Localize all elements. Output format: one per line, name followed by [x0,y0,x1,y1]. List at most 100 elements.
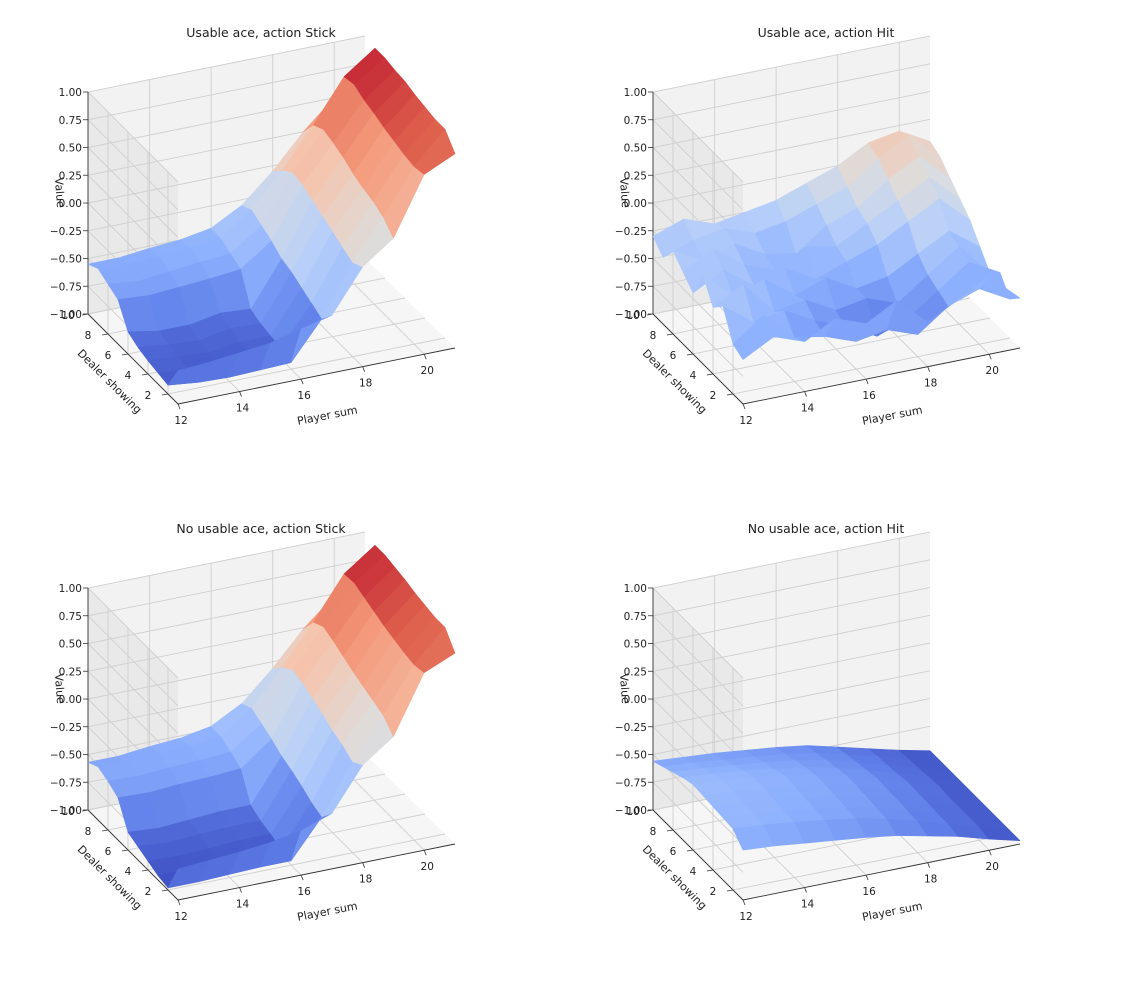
surface [652,745,1021,851]
y-tick-label: 2 [145,886,152,898]
y-axis-line [87,809,179,901]
y-tick-mark [666,333,674,336]
z-tick-label: −0.75 [615,281,647,293]
z-tick-label: 0.25 [59,170,82,182]
x-axis-line [742,843,1021,901]
x-tick-label: 18 [924,378,937,390]
surface-plot-no-usable-ace-stick: No usable ace, action Stick 12 14 16 18 20 2 4 6… [50,521,456,924]
x-axis-line [177,347,456,405]
y-tick-mark [706,869,714,872]
surface-plot-usable-ace-stick: Usable ace, action Stick 12 14 16 18 20 2 4 6 8 10… [50,25,456,428]
y-tick-label: 6 [670,846,677,858]
x-tick-mark [300,378,304,385]
z-tick-label: −0.50 [50,254,82,266]
z-tick-label: 0.25 [59,666,82,678]
y-tick-label: 10 [61,806,74,818]
x-tick-label: 16 [297,886,311,898]
x-tick-label: 12 [739,415,752,427]
z-tick-label: 0.75 [624,611,647,623]
z-tick-label: 0.25 [624,170,647,182]
surface-plot-no-usable-ace-hit: No usable ace, action Hit121416182024681… [615,521,1021,924]
z-tick-label: 0.50 [59,143,82,155]
z-tick-label: −0.75 [50,777,82,789]
surface [87,544,456,889]
z-tick-label: −0.50 [50,750,82,762]
x-tick-mark [742,899,746,906]
z-tick-label: −0.25 [615,722,647,734]
y-tick-label: 2 [710,390,717,402]
y-tick-mark [706,373,714,376]
z-tick-label: −1.00 [615,309,647,321]
y-tick-mark [666,829,674,832]
y-tick-label: 8 [85,330,92,342]
x-axis-label: Player sum [296,403,359,427]
x-tick-mark [423,354,427,360]
x-tick-mark [177,899,181,906]
surface-patch [413,129,456,175]
x-tick-label: 20 [421,365,434,377]
y-tick-label: 4 [690,370,697,382]
z-tick-label: −0.50 [615,750,647,762]
x-tick-mark [988,354,992,360]
chart-title: Usable ace, action Stick [186,25,336,40]
y-tick-label: 2 [145,390,152,402]
x-tick-label: 20 [986,861,999,873]
z-tick-label: 0.00 [624,198,647,210]
x-tick-label: 20 [986,365,999,377]
y-tick-label: 4 [125,370,132,382]
y-tick-mark [726,393,734,396]
y-tick-label: 10 [61,310,74,322]
x-tick-mark [239,887,242,893]
y-tick-label: 8 [85,826,92,838]
z-tick-label: 0.00 [59,694,82,706]
x-axis-label: Player sum [861,899,924,923]
z-tick-label: 0.75 [59,115,82,127]
z-tick-label: 0.50 [624,639,647,651]
y-tick-mark [726,889,734,892]
y-axis-line [652,313,744,405]
y-tick-mark [101,829,109,832]
z-tick-label: −1.00 [615,805,647,817]
x-tick-label: 18 [359,874,372,886]
y-tick-label: 10 [626,806,639,818]
x-tick-mark [362,366,366,372]
x-tick-mark [300,874,304,881]
y-tick-label: 2 [710,886,717,898]
y-tick-label: 6 [670,350,677,362]
y-tick-mark [101,333,109,336]
y-tick-label: 10 [626,310,639,322]
y-tick-mark [121,353,129,356]
y-tick-mark [686,353,694,356]
x-tick-mark [927,862,931,868]
x-tick-mark [423,850,427,856]
z-tick-label: −0.75 [615,777,647,789]
x-axis-line [742,347,1021,405]
x-axis-label: Player sum [296,899,359,923]
y-tick-label: 8 [650,330,657,342]
y-axis-line [652,809,744,901]
x-tick-mark [865,874,869,881]
x-tick-label: 16 [862,886,876,898]
x-tick-label: 18 [924,874,937,886]
z-tick-label: −1.00 [50,309,82,321]
x-tick-mark [239,391,242,397]
chart-title: Usable ace, action Hit [758,25,895,40]
z-tick-label: −0.75 [50,281,82,293]
x-tick-label: 14 [236,899,250,911]
x-tick-mark [804,391,807,397]
y-tick-mark [141,869,149,872]
y-axis-line [87,313,179,405]
y-tick-label: 6 [105,846,112,858]
z-tick-label: 0.75 [59,611,82,623]
y-tick-mark [161,393,169,396]
z-tick-label: 0.50 [59,639,82,651]
chart-title: No usable ace, action Hit [748,521,905,536]
x-tick-mark [362,862,366,868]
z-tick-label: −0.25 [615,226,647,238]
z-tick-label: 1.00 [624,87,647,99]
x-axis-line [177,843,456,901]
x-tick-label: 14 [236,403,250,415]
z-tick-label: 0.00 [59,198,82,210]
x-tick-label: 18 [359,378,372,390]
